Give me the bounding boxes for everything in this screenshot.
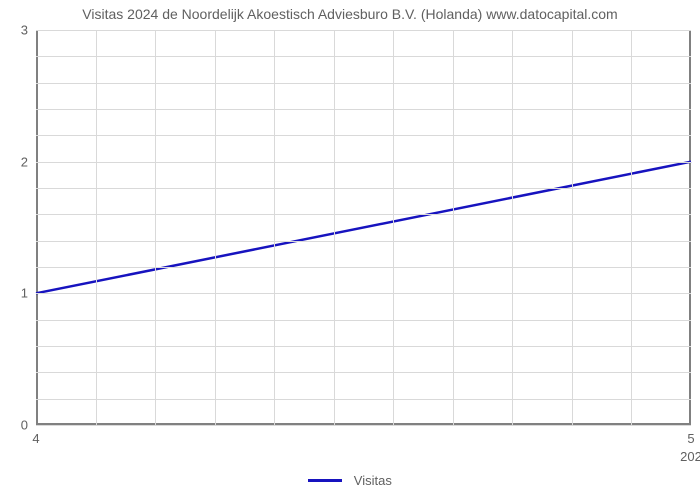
gridline-horizontal-major bbox=[36, 293, 691, 294]
gridline-vertical bbox=[334, 30, 335, 425]
gridline-horizontal-major bbox=[36, 30, 691, 31]
gridline-horizontal-minor bbox=[36, 56, 691, 57]
gridline-horizontal-major bbox=[36, 425, 691, 426]
gridline-vertical bbox=[631, 30, 632, 425]
gridline-horizontal-minor bbox=[36, 83, 691, 84]
gridline-horizontal-minor bbox=[36, 241, 691, 242]
y-tick-label: 2 bbox=[21, 154, 36, 169]
gridline-vertical bbox=[453, 30, 454, 425]
gridline-vertical bbox=[274, 30, 275, 425]
legend-swatch bbox=[308, 479, 342, 482]
line-chart: Visitas 2024 de Noordelijk Akoestisch Ad… bbox=[0, 0, 700, 500]
series-line bbox=[36, 162, 691, 294]
gridline-horizontal-minor bbox=[36, 267, 691, 268]
gridline-horizontal-minor bbox=[36, 399, 691, 400]
chart-title: Visitas 2024 de Noordelijk Akoestisch Ad… bbox=[0, 6, 700, 22]
gridline-horizontal-minor bbox=[36, 320, 691, 321]
gridline-horizontal-minor bbox=[36, 346, 691, 347]
y-tick-label: 3 bbox=[21, 23, 36, 38]
legend-label: Visitas bbox=[354, 473, 392, 488]
y-tick-label: 1 bbox=[21, 286, 36, 301]
gridline-horizontal-minor bbox=[36, 135, 691, 136]
gridline-horizontal-major bbox=[36, 162, 691, 163]
gridline-horizontal-minor bbox=[36, 372, 691, 373]
gridline-vertical bbox=[393, 30, 394, 425]
gridline-vertical bbox=[512, 30, 513, 425]
legend: Visitas bbox=[0, 472, 700, 488]
x-sub-label: 202 bbox=[680, 425, 700, 464]
gridline-horizontal-minor bbox=[36, 109, 691, 110]
gridline-vertical bbox=[572, 30, 573, 425]
line-layer bbox=[36, 30, 691, 425]
gridline-vertical bbox=[96, 30, 97, 425]
gridline-horizontal-minor bbox=[36, 188, 691, 189]
x-tick-label: 4 bbox=[32, 425, 39, 446]
gridline-vertical bbox=[215, 30, 216, 425]
gridline-vertical bbox=[155, 30, 156, 425]
gridline-horizontal-minor bbox=[36, 214, 691, 215]
plot-area: 012345202 bbox=[36, 30, 691, 425]
